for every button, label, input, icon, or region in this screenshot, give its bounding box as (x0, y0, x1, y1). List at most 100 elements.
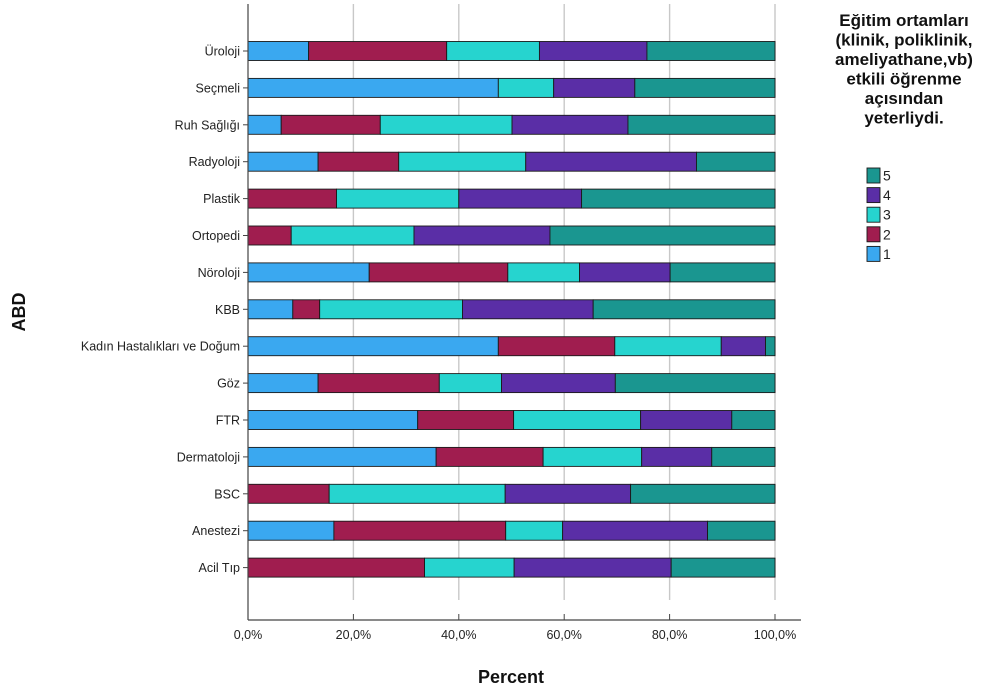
legend-title-line: (klinik, poliklinik, (836, 31, 973, 50)
category-label: Ortopedi (192, 229, 240, 243)
bar-segment (592, 299, 776, 320)
bar-segment (280, 114, 381, 135)
bar-segment (247, 188, 337, 209)
bar-segment (525, 151, 697, 172)
legend-title-line: Eğitim ortamları (839, 11, 968, 30)
bar-segment (562, 520, 708, 541)
bar-segment (646, 41, 776, 61)
bar-segment (630, 483, 776, 504)
bar-segment (458, 188, 583, 209)
x-tick-label: 20,0% (336, 628, 371, 642)
bar-segment (247, 114, 282, 135)
bar-segment (379, 114, 513, 135)
bar-segment (398, 151, 527, 172)
axes (243, 4, 801, 621)
bar-segment (247, 520, 335, 541)
bar-segment (553, 77, 636, 98)
x-tick-label: 0,0% (234, 628, 263, 642)
category-label: Radyoloji (189, 155, 240, 169)
category-label: Ruh Sağlığı (175, 118, 240, 132)
bar-segment (505, 520, 564, 541)
bar-segment (247, 557, 425, 578)
bar-segment (368, 262, 509, 283)
bar-segment (501, 373, 616, 394)
bar-segment (513, 410, 642, 430)
category-label: Anestezi (192, 524, 240, 538)
bar-segment (538, 41, 648, 61)
bar-segment (435, 446, 544, 467)
bar-segment (446, 41, 540, 61)
legend-swatch (866, 167, 881, 184)
category-label: Nöroloji (198, 266, 240, 280)
category-label: BSC (214, 487, 240, 501)
legend-swatch (866, 187, 881, 204)
bar-segment (328, 483, 506, 504)
bar-segment (319, 299, 463, 320)
legend-swatch (866, 245, 881, 262)
bar-segment (290, 225, 415, 246)
y-axis-title: ABD (9, 293, 29, 332)
category-label: FTR (216, 414, 240, 428)
legend-title-line: açısından (865, 89, 943, 108)
bar-segment (247, 262, 370, 283)
bar-segment (247, 41, 310, 61)
bar-segment (333, 520, 507, 541)
category-label: Plastik (203, 192, 241, 206)
bar-segment (497, 77, 555, 98)
bar-segment (336, 188, 460, 209)
bar-segment (247, 151, 319, 172)
legend-title-line: yeterliydi. (864, 109, 943, 128)
bar-segment (513, 557, 672, 578)
x-axis-title: Percent (478, 667, 544, 687)
x-tick-label: 100,0% (754, 628, 796, 642)
bar-segment (634, 77, 776, 98)
category-label: Seçmeli (196, 81, 240, 95)
legend-label: 3 (883, 207, 891, 223)
bars (247, 41, 776, 578)
category-label: Kadın Hastalıkları ve Doğum (81, 340, 240, 354)
bar-segment (640, 410, 733, 430)
x-tick-label: 40,0% (441, 628, 476, 642)
legend-title-line: ameliyathane,vb) (835, 50, 973, 69)
bar-segment (247, 299, 294, 320)
bar-segment (669, 262, 776, 283)
legend-title-line: etkili öğrenme (846, 70, 961, 89)
legend-swatch (866, 226, 881, 243)
bar-segment (614, 336, 722, 357)
bar-segment (424, 557, 515, 578)
bar-segment (247, 77, 499, 98)
bar-segment (247, 336, 499, 357)
bar-segment (497, 336, 616, 357)
legend: Eğitim ortamları(klinik, poliklinik,amel… (835, 11, 973, 262)
bar-segment (670, 557, 776, 578)
bar-segment (317, 151, 400, 172)
bar-segment (511, 114, 629, 135)
legend-swatch (866, 206, 881, 223)
bar-segment (317, 373, 440, 394)
bar-segment (292, 299, 321, 320)
bar-segment (247, 446, 437, 467)
legend-label: 1 (883, 246, 891, 262)
bar-segment (707, 520, 776, 541)
category-label: Acil Tıp (199, 561, 240, 575)
bar-segment (641, 446, 713, 467)
bar-segment (507, 262, 580, 283)
bar-segment (581, 188, 776, 209)
category-label: Dermatoloji (177, 450, 240, 464)
bar-segment (627, 114, 776, 135)
bar-segment (614, 373, 776, 394)
bar-segment (579, 262, 671, 283)
bar-segment (413, 225, 551, 246)
bar-segment (438, 373, 502, 394)
bar-segment (247, 225, 292, 246)
legend-label: 5 (883, 168, 891, 184)
category-label: Göz (217, 377, 240, 391)
bar-segment (549, 225, 776, 246)
bar-segment (417, 410, 515, 430)
bar-segment (247, 483, 330, 504)
category-labels: Üroloji Seçmeli Ruh Sağlığı Radyoloji Plasti… (81, 45, 241, 576)
bar-segment (696, 151, 776, 172)
bar-segment (308, 41, 448, 61)
x-tick-label: 60,0% (546, 628, 581, 642)
